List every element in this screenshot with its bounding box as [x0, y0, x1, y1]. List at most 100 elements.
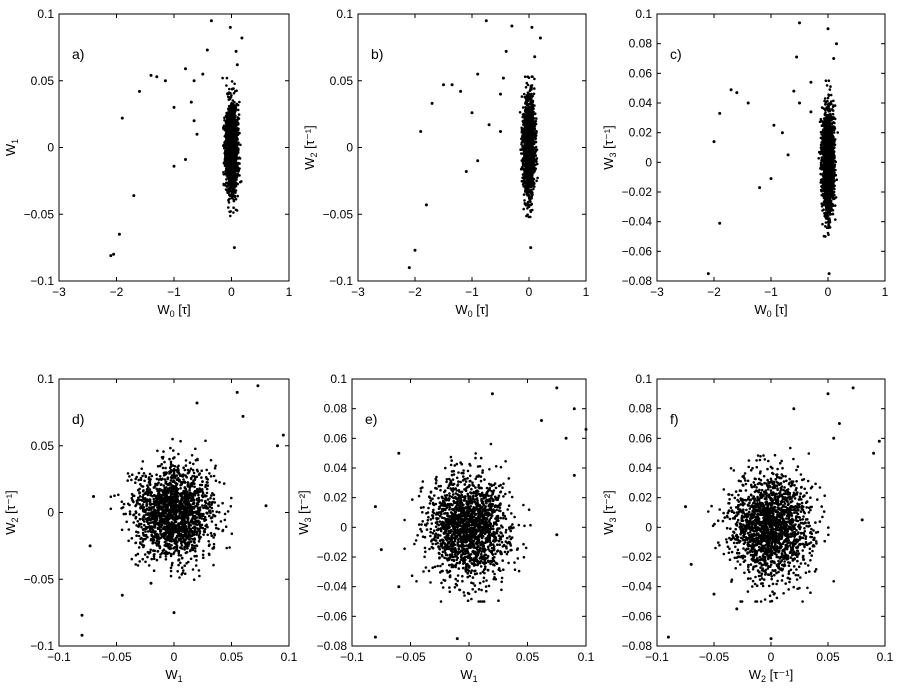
data-point	[231, 195, 234, 199]
data-point	[532, 126, 536, 129]
data-point	[230, 94, 233, 97]
data-point	[476, 72, 480, 76]
data-point	[235, 121, 239, 125]
data-point	[521, 106, 525, 109]
data-point	[828, 204, 831, 208]
data-point	[222, 171, 225, 174]
data-point	[529, 183, 532, 187]
y-axis-label: W2 [τ⁻¹]	[302, 125, 319, 169]
data-point	[520, 166, 524, 169]
data-point	[533, 77, 536, 81]
data-point	[232, 143, 235, 146]
y-tick-label: 0.06	[629, 66, 653, 80]
data-point	[232, 206, 235, 209]
data-point	[227, 116, 231, 120]
data-point	[229, 166, 233, 169]
data-point	[524, 86, 528, 89]
panel-label: a)	[72, 46, 84, 62]
data-point	[824, 221, 828, 224]
x-tick-label: 0	[526, 285, 533, 299]
y-tick-label: −0.1	[329, 274, 353, 288]
data-point	[235, 63, 239, 67]
x-axis-label: W0 [τ]	[455, 302, 488, 319]
data-point	[824, 111, 827, 114]
data-point	[236, 128, 240, 131]
data-point	[833, 143, 837, 146]
y-tick-label: 0.05	[31, 74, 55, 88]
data-point	[524, 136, 528, 140]
data-point	[523, 176, 527, 180]
data-point	[239, 143, 242, 147]
data-point	[521, 128, 525, 131]
data-point	[526, 130, 530, 134]
data-point	[226, 159, 230, 162]
data-point	[518, 111, 522, 114]
data-point	[238, 100, 241, 104]
data-point	[235, 175, 239, 178]
data-point	[237, 113, 241, 116]
data-point	[530, 193, 533, 197]
data-points	[109, 19, 244, 258]
data-point	[524, 144, 527, 147]
data-point	[192, 79, 196, 83]
data-point	[232, 198, 235, 201]
data-point	[234, 191, 237, 194]
data-point	[226, 191, 229, 194]
data-point	[529, 175, 533, 179]
data-point	[237, 156, 241, 159]
y-tick-label: 0	[645, 155, 652, 169]
data-point	[831, 112, 835, 116]
data-point	[172, 105, 176, 109]
data-point	[523, 163, 526, 166]
data-point	[223, 119, 226, 122]
axes-frame	[58, 13, 290, 282]
data-point	[531, 146, 534, 150]
data-point	[232, 134, 235, 138]
data-point	[132, 194, 136, 198]
x-axis-label: W0 [τ]	[754, 302, 787, 319]
data-point	[459, 89, 463, 93]
data-point	[232, 111, 236, 114]
data-point	[528, 197, 531, 200]
data-point	[236, 132, 240, 135]
data-point	[821, 222, 824, 226]
data-point	[223, 172, 227, 176]
data-point	[529, 168, 533, 172]
data-point	[226, 175, 230, 179]
data-point	[228, 87, 231, 91]
data-point	[532, 128, 535, 132]
data-point	[529, 200, 532, 204]
axes-frame	[656, 13, 886, 282]
data-point	[231, 172, 235, 176]
y-tick-label: 0	[346, 141, 353, 155]
data-point	[231, 185, 234, 189]
data-point	[233, 185, 236, 188]
data-point	[222, 183, 226, 187]
data-point	[519, 148, 522, 151]
data-point	[523, 130, 527, 134]
y-axis-label: W3 [τ⁻¹]	[601, 125, 618, 169]
data-point	[236, 108, 240, 112]
data-point	[224, 144, 228, 147]
data-point	[231, 153, 235, 157]
data-point	[484, 19, 488, 23]
data-point	[233, 130, 236, 133]
data-point	[228, 197, 231, 201]
data-point	[827, 214, 830, 217]
data-point	[526, 75, 530, 78]
data-point	[526, 181, 529, 184]
data-point	[522, 207, 525, 211]
data-point	[230, 126, 233, 129]
data-point	[205, 48, 209, 52]
data-point	[226, 146, 230, 150]
data-point	[232, 91, 236, 95]
data-point	[533, 55, 537, 59]
data-point	[827, 79, 831, 82]
x-tick-label: −3	[52, 285, 66, 299]
panel-label: b)	[371, 46, 383, 62]
data-point	[234, 104, 237, 108]
data-point	[819, 143, 823, 147]
x-tick-label: 0	[825, 285, 832, 299]
data-point	[228, 172, 232, 176]
